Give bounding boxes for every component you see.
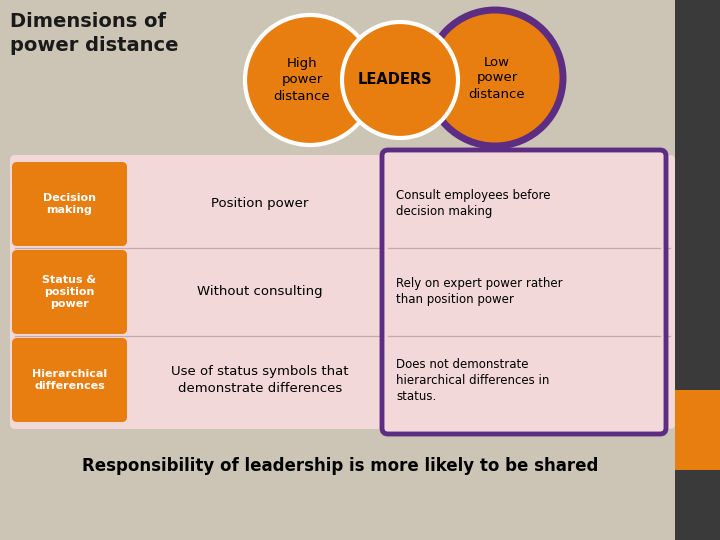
Text: Hierarchical
differences: Hierarchical differences	[32, 369, 107, 391]
Text: Status &
position
power: Status & position power	[42, 275, 96, 309]
Bar	[675, 0, 720, 540]
Circle shape	[342, 22, 458, 138]
FancyBboxPatch shape	[10, 155, 675, 429]
Text: Without consulting: Without consulting	[197, 286, 323, 299]
FancyBboxPatch shape	[12, 250, 127, 334]
Text: Dimensions of
power distance: Dimensions of power distance	[10, 12, 179, 55]
Text: Consult employees before
decision making: Consult employees before decision making	[396, 190, 551, 219]
FancyBboxPatch shape	[12, 338, 127, 422]
FancyBboxPatch shape	[12, 162, 127, 246]
Bar	[675, 390, 720, 470]
FancyBboxPatch shape	[382, 150, 666, 434]
Text: LEADERS: LEADERS	[358, 72, 432, 87]
Text: Rely on expert power rather
than position power: Rely on expert power rather than positio…	[396, 278, 562, 307]
Text: High
power
distance: High power distance	[274, 57, 330, 103]
Circle shape	[427, 10, 563, 146]
Text: Does not demonstrate
hierarchical differences in
status.: Does not demonstrate hierarchical differ…	[396, 357, 549, 402]
Text: Responsibility of leadership is more likely to be shared: Responsibility of leadership is more lik…	[82, 457, 598, 475]
Text: Use of status symbols that
demonstrate differences: Use of status symbols that demonstrate d…	[171, 366, 348, 395]
Text: Position power: Position power	[211, 198, 309, 211]
Text: Low
power
distance: Low power distance	[469, 56, 526, 100]
Circle shape	[245, 15, 375, 145]
Text: Decision
making: Decision making	[43, 193, 96, 215]
